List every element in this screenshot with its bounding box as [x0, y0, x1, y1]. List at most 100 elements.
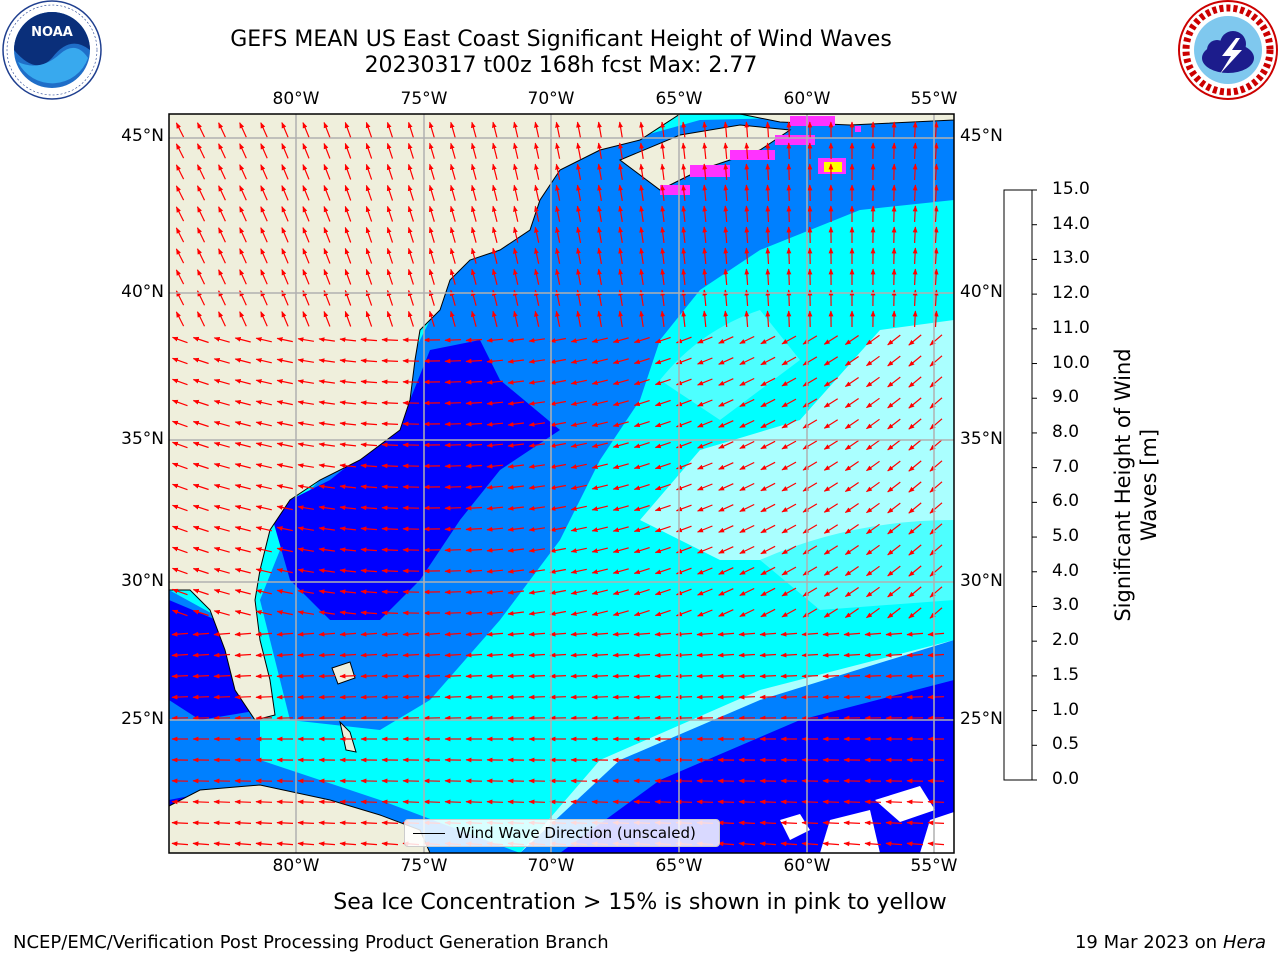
wave-arrow [654, 567, 671, 575]
wave-arrow [744, 163, 750, 181]
wave-arrow [175, 311, 185, 327]
wave-arrow [386, 163, 394, 180]
wave-arrow [171, 694, 189, 700]
wave-arrow [718, 504, 734, 512]
wave-arrow [297, 547, 314, 552]
wave-arrow [465, 673, 483, 679]
wave-arrow [528, 694, 546, 700]
wave-arrow [864, 652, 882, 658]
wave-arrow [887, 376, 901, 388]
wave-arrow [255, 484, 272, 490]
wave-arrow [570, 568, 587, 574]
wave-arrow [570, 631, 588, 637]
wave-arrow [465, 463, 483, 469]
wave-arrow [365, 184, 373, 201]
wave-arrow [302, 269, 310, 285]
wave-arrow [718, 546, 734, 554]
wave-arrow [912, 121, 918, 139]
wave-arrow [908, 586, 922, 598]
wave-arrow [486, 442, 504, 448]
wave-arrow [660, 205, 666, 222]
wave-arrow [576, 226, 582, 244]
wave-arrow [555, 310, 561, 327]
wave-arrow [844, 335, 859, 345]
wave-arrow [739, 461, 755, 471]
wave-arrow [386, 142, 394, 159]
wave-arrow [549, 610, 567, 616]
wave-arrow [591, 463, 608, 469]
wave-arrow [365, 163, 373, 180]
footer-credit: NCEP/EMC/Verification Post Processing Pr… [13, 932, 609, 953]
wave-arrow [407, 184, 414, 201]
wave-arrow [171, 420, 188, 428]
wave-arrow [528, 485, 545, 490]
wave-arrow [171, 567, 188, 575]
wave-arrow [192, 378, 209, 386]
wave-arrow [471, 205, 477, 222]
wave-arrow [591, 442, 608, 448]
wave-arrow [213, 420, 230, 427]
wave-arrow [213, 588, 230, 595]
wave-arrow [428, 310, 435, 327]
wave-arrow [365, 247, 373, 264]
wave-arrow [276, 526, 293, 532]
colorbar-tick-label: 1.5 [1052, 664, 1080, 685]
wave-arrow [843, 631, 861, 637]
wave-arrow [486, 421, 504, 427]
wave-arrow [534, 184, 540, 201]
wave-arrow [885, 652, 903, 658]
wave-arrow [492, 121, 498, 138]
wave-arrow [802, 503, 818, 513]
wave-arrow [844, 503, 859, 513]
wave-arrow [696, 694, 714, 700]
wave-arrow [492, 205, 498, 222]
wave-arrow [528, 380, 545, 385]
wave-arrow [175, 227, 185, 243]
wave-arrow [381, 421, 399, 427]
wave-arrow [822, 652, 840, 658]
wave-arrow [507, 526, 524, 532]
wave-arrow [360, 610, 378, 616]
wave-arrow [213, 546, 230, 553]
wave-arrow [339, 589, 357, 595]
wave-arrow [255, 400, 272, 406]
wave-arrow [276, 379, 293, 385]
wave-arrow [171, 357, 188, 365]
wave-arrow [844, 440, 859, 450]
wave-arrow [281, 248, 289, 264]
wave-arrow [570, 358, 587, 364]
wave-arrow [927, 631, 945, 637]
wave-arrow [549, 673, 567, 679]
wave-arrow [781, 440, 797, 450]
wave-arrow [339, 400, 357, 406]
wave-arrow [534, 163, 540, 180]
wave-arrow [718, 483, 734, 491]
wave-arrow [866, 586, 880, 598]
wave-arrow [717, 673, 735, 679]
wave-arrow [213, 504, 230, 511]
wave-arrow [528, 506, 545, 511]
wave-arrow [723, 226, 729, 244]
wave-arrow [570, 442, 587, 448]
wave-arrow [297, 589, 314, 594]
wave-arrow [423, 652, 441, 658]
wave-arrow [534, 310, 540, 327]
wave-arrow [171, 483, 188, 491]
wave-arrow [276, 421, 293, 427]
wave-arrow [192, 631, 210, 637]
wave-arrow [802, 440, 818, 450]
wave-arrow [744, 205, 750, 223]
wave-arrow [276, 673, 294, 679]
wave-arrow [302, 311, 310, 327]
wave-arrow [739, 482, 755, 492]
wave-arrow [570, 400, 587, 406]
wave-arrow [765, 184, 771, 202]
wave-arrow [760, 335, 776, 345]
wave-arrow [927, 652, 945, 658]
wave-arrow [213, 399, 230, 406]
wave-arrow [681, 268, 687, 285]
wave-arrow [744, 121, 750, 139]
wave-arrow [549, 421, 567, 427]
wave-arrow [360, 589, 378, 595]
wave-arrow [908, 397, 922, 409]
